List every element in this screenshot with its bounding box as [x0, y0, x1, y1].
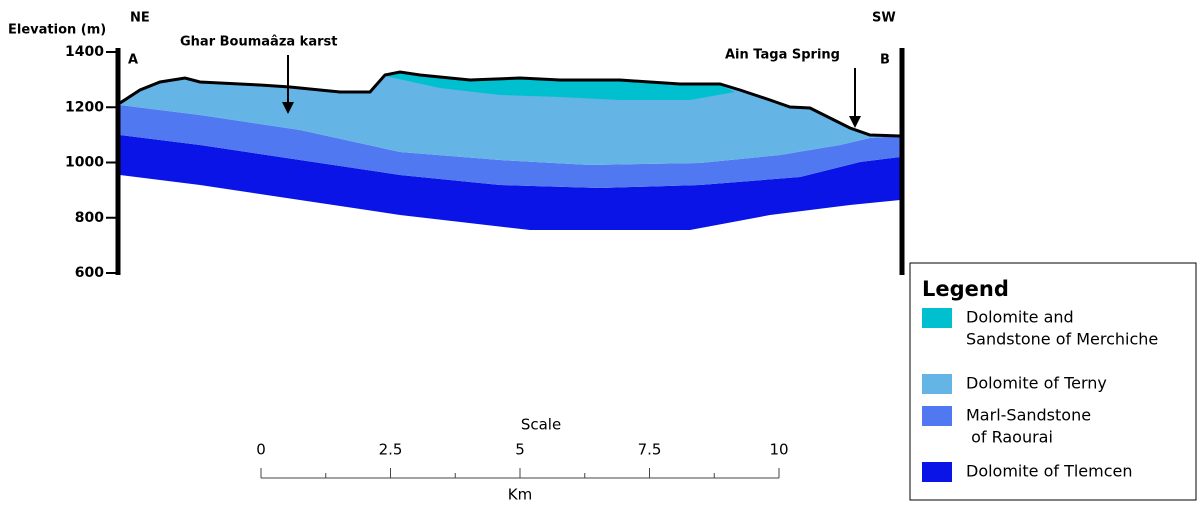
scale-label: 0: [256, 441, 266, 459]
scale-label: 5: [515, 441, 525, 459]
axis-label: Elevation (m): [8, 23, 106, 38]
legend-label: Dolomite of Tlemcen: [966, 462, 1133, 481]
scale-unit: Km: [508, 486, 532, 504]
point-label: B: [880, 53, 890, 68]
scale-label: 2.5: [379, 441, 403, 459]
legend-label: Dolomite and: [966, 308, 1074, 327]
annotation: Ghar Boumaâza karst: [180, 35, 337, 50]
point-label: A: [128, 53, 138, 68]
legend-swatch: [922, 374, 952, 394]
direction: NE: [130, 11, 150, 26]
tick-label: 1200: [65, 99, 104, 115]
legend-swatch: [922, 406, 952, 426]
legend-label: Sandstone of Merchiche: [966, 330, 1158, 349]
tick-label: 1000: [65, 155, 104, 171]
legend-swatch: [922, 462, 952, 482]
legend-swatch: [922, 308, 952, 328]
legend-title: Legend: [922, 277, 1009, 301]
tick-label: 1400: [65, 44, 104, 60]
tick-label: 600: [75, 265, 104, 281]
scale-label: 10: [769, 441, 788, 459]
page: {"section": {"axis_label": "Elevation (m…: [0, 0, 1204, 511]
annotation: Ain Taga Spring: [725, 48, 840, 63]
tick-label: 800: [75, 210, 104, 226]
legend-label: of Raourai: [966, 428, 1053, 447]
scale-label: 7.5: [638, 441, 662, 459]
legend-label: Marl-Sandstone: [966, 406, 1091, 425]
direction: SW: [872, 11, 896, 26]
scale-title: Scale: [521, 416, 561, 434]
arrowhead: [849, 116, 861, 128]
cross-section: Elevation (m) NE SW A B Ghar Boumaâza ka…: [0, 0, 1204, 507]
legend-label: Dolomite of Terny: [966, 374, 1107, 393]
